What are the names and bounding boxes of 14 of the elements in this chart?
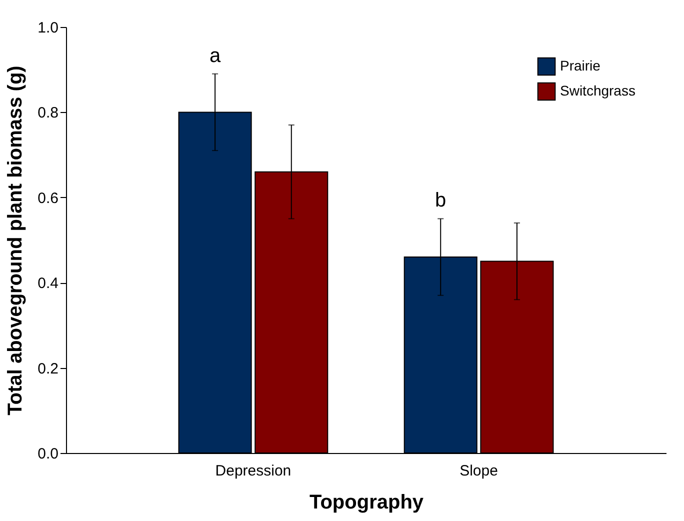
x-tick-label: Depression: [215, 462, 292, 480]
y-tick-label: 0.4: [38, 275, 58, 292]
x-tick-label: Slope: [460, 462, 498, 480]
y-tick-label: 0.0: [38, 446, 58, 462]
y-tick-label: 1.0: [38, 20, 58, 36]
x-axis-title: Topography: [309, 492, 424, 514]
annotation: a: [209, 44, 222, 67]
y-axis-title: Total aboveground plant biomass (g): [4, 66, 27, 416]
annotation: b: [435, 190, 446, 212]
legend-label: Prairie: [560, 58, 601, 74]
legend-label: Switchgrass: [560, 82, 636, 98]
y-tick-label: 0.8: [38, 104, 58, 122]
y-tick-label: 0.6: [38, 190, 58, 207]
y-tick-label: 0.2: [38, 360, 58, 378]
